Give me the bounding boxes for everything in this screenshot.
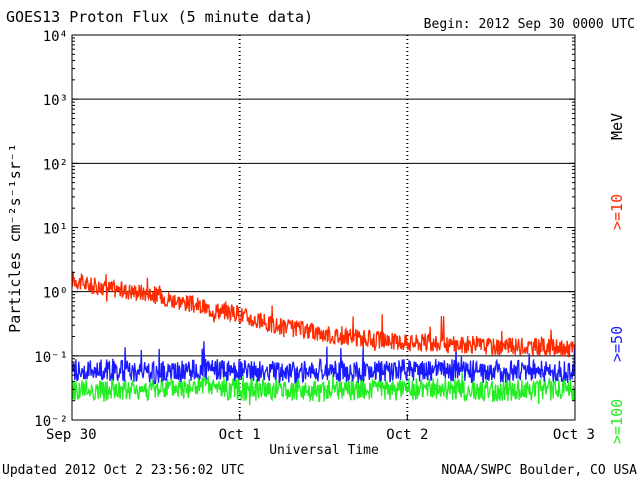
y-tick-label: 10² bbox=[43, 157, 68, 173]
y-axis-label: Particles cm⁻²s⁻¹sr⁻¹ bbox=[6, 143, 24, 333]
plot-background bbox=[72, 35, 575, 420]
x-axis-ticks: Sep 30 Oct 1 Oct 2 Oct 3 bbox=[46, 414, 595, 443]
series-line bbox=[71, 363, 576, 406]
x-tick-label: Oct 2 bbox=[386, 427, 428, 443]
y-axis-ticks: 10⁻² 10⁻¹ 10⁰ 10¹ 10² 10³ 10⁴ bbox=[34, 29, 575, 430]
y-tick-label: 10⁰ bbox=[43, 286, 68, 302]
y-tick-label: 10³ bbox=[43, 93, 68, 109]
y-tick-label: 10⁻² bbox=[34, 414, 68, 430]
chart-title: GOES13 Proton Flux (5 minute data) bbox=[6, 8, 313, 26]
series-line bbox=[71, 341, 576, 385]
y-tick-label: 10⁴ bbox=[43, 29, 68, 45]
data-source-label: NOAA/SWPC Boulder, CO USA bbox=[441, 463, 637, 478]
legend-entry: >=50 bbox=[608, 326, 626, 362]
plot-area bbox=[72, 35, 575, 420]
x-axis-label: Universal Time bbox=[269, 443, 379, 458]
y-tick-label: 10⁻¹ bbox=[34, 350, 68, 366]
x-tick-label: Sep 30 bbox=[46, 427, 97, 443]
legend-entry: >=100 bbox=[608, 399, 626, 444]
legend: >=10 >=50 >=100 MeV bbox=[608, 113, 626, 444]
begin-time-label: Begin: 2012 Sep 30 0000 UTC bbox=[424, 17, 635, 32]
legend-entry: >=10 bbox=[608, 194, 626, 230]
x-tick-label: Oct 1 bbox=[219, 427, 261, 443]
series-layer bbox=[71, 271, 576, 406]
day-divider-markers bbox=[238, 35, 409, 420]
x-tick-label: Oct 3 bbox=[553, 427, 595, 443]
updated-timestamp: Updated 2012 Oct 2 23:56:02 UTC bbox=[2, 463, 245, 478]
legend-unit: MeV bbox=[608, 113, 626, 140]
y-tick-label: 10¹ bbox=[43, 222, 68, 238]
series-line bbox=[71, 271, 576, 358]
